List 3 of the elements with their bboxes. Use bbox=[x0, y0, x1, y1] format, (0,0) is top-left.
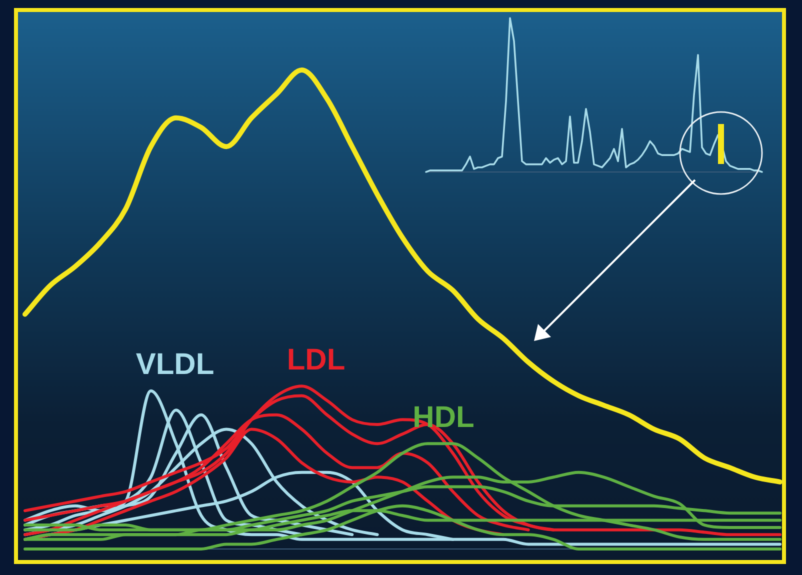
series-label: HDL bbox=[412, 400, 474, 434]
series-label: LDL bbox=[286, 343, 346, 376]
series-label: VLDL bbox=[136, 348, 214, 382]
